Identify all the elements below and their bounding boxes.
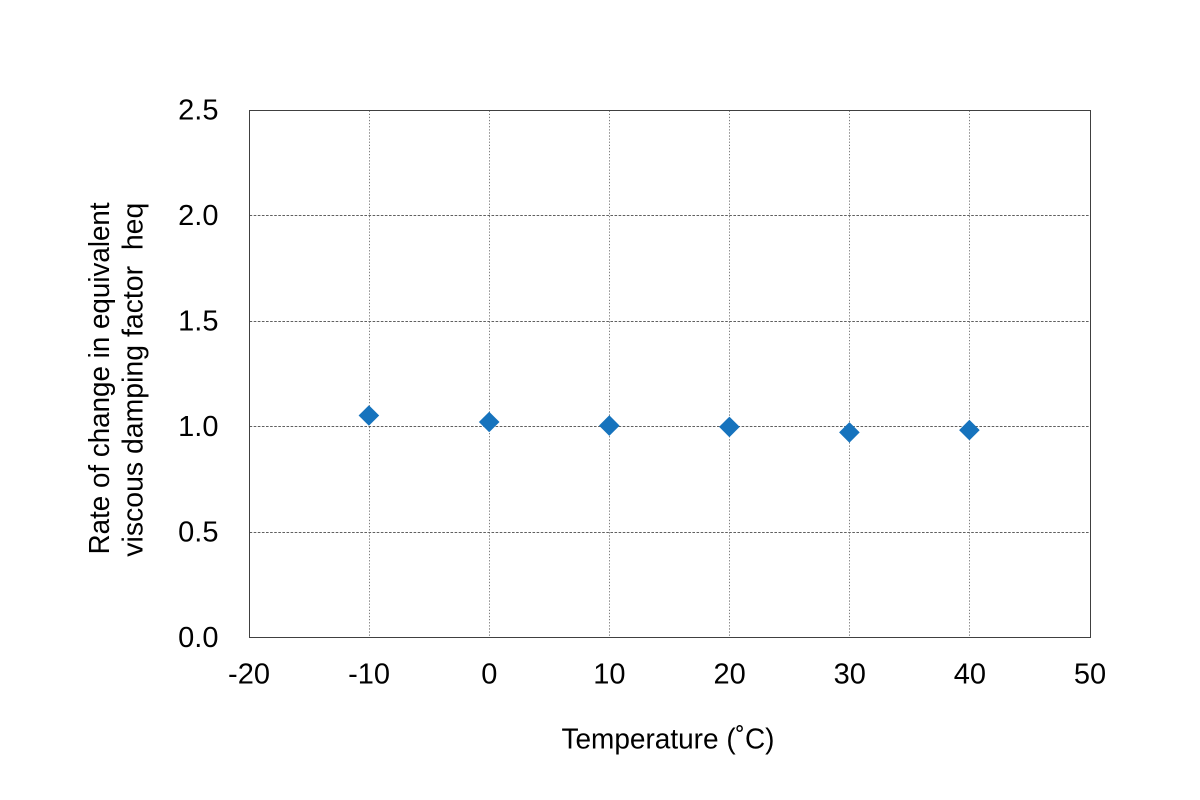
svg-text:30: 30 bbox=[834, 659, 866, 691]
svg-text:1.5: 1.5 bbox=[178, 305, 218, 337]
svg-text:2.5: 2.5 bbox=[178, 94, 218, 126]
svg-text:-10: -10 bbox=[348, 659, 390, 691]
svg-text:40: 40 bbox=[954, 659, 986, 691]
svg-text:0: 0 bbox=[481, 659, 497, 691]
svg-text:2.0: 2.0 bbox=[178, 200, 218, 232]
svg-text:20: 20 bbox=[713, 659, 745, 691]
svg-text:-20: -20 bbox=[228, 659, 270, 691]
svg-text:viscous damping factor heq: viscous damping factor heq bbox=[117, 203, 149, 557]
svg-text:Temperature (˚C): Temperature (˚C) bbox=[562, 724, 775, 756]
svg-text:Rate of change in equivalent: Rate of change in equivalent bbox=[84, 202, 116, 554]
svg-text:10: 10 bbox=[593, 659, 625, 691]
svg-text:50: 50 bbox=[1074, 659, 1106, 691]
svg-text:0.5: 0.5 bbox=[178, 516, 218, 548]
svg-text:0.0: 0.0 bbox=[178, 622, 218, 654]
svg-text:1.0: 1.0 bbox=[178, 411, 218, 443]
